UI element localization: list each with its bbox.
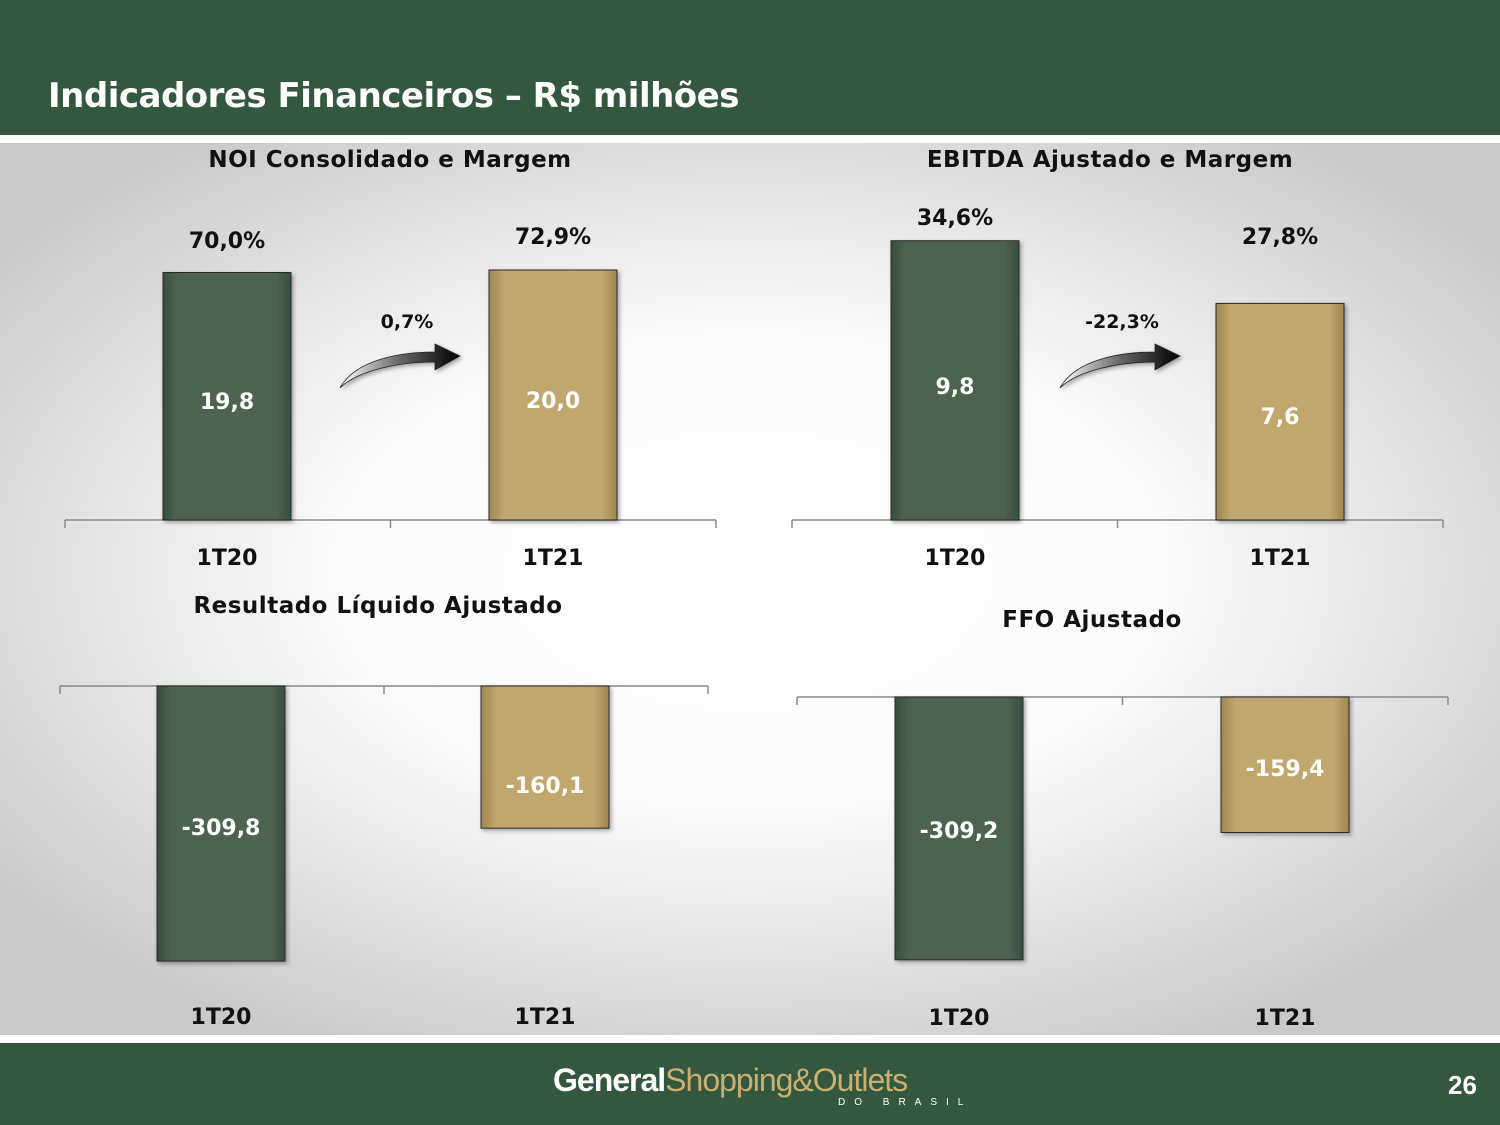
margin-label: 70,0%	[189, 229, 265, 254]
chart-title: NOI Consolidado e Margem	[208, 147, 571, 173]
bar-value-label: -160,1	[506, 774, 585, 799]
margin-label: 34,6%	[917, 206, 993, 231]
page-title: Indicadores Financeiros – R$ milhões	[48, 76, 739, 116]
category-label: 1T21	[523, 546, 584, 571]
bar	[488, 269, 618, 521]
page-number: 26	[1448, 1070, 1477, 1100]
brand-shopping-outlets: Shopping&Outlets	[665, 1062, 908, 1098]
bar-value-label: 20,0	[526, 389, 580, 414]
footer-bar	[0, 1043, 1500, 1125]
bar	[480, 685, 610, 829]
category-label: 1T20	[925, 546, 986, 571]
bar-value-label: -159,4	[1246, 757, 1325, 782]
bar	[890, 240, 1020, 521]
bar	[1220, 696, 1350, 833]
bar	[162, 272, 292, 521]
growth-arrow-icon	[339, 343, 461, 389]
category-label: 1T20	[197, 546, 258, 571]
bar	[156, 685, 286, 962]
category-label: 1T21	[1250, 546, 1311, 571]
category-label: 1T20	[929, 1006, 990, 1031]
margin-label: 27,8%	[1242, 225, 1318, 250]
bar-value-label: 7,6	[1261, 405, 1300, 430]
chart-title: EBITDA Ajustado e Margem	[927, 147, 1293, 173]
bar	[1215, 302, 1345, 521]
bar	[894, 696, 1024, 961]
category-label: 1T21	[1255, 1006, 1316, 1031]
change-label: -22,3%	[1085, 311, 1159, 333]
category-label: 1T21	[515, 1005, 576, 1030]
chart-title: FFO Ajustado	[1002, 607, 1182, 633]
margin-label: 72,9%	[515, 225, 591, 250]
growth-arrow-icon	[1059, 343, 1181, 389]
bar-value-label: -309,8	[182, 816, 261, 841]
category-label: 1T20	[191, 1005, 252, 1030]
brand-logo: GeneralShopping&Outlets	[553, 1062, 908, 1099]
change-label: 0,7%	[381, 311, 434, 333]
chart-title: Resultado Líquido Ajustado	[193, 593, 562, 619]
bar-value-label: 19,8	[200, 390, 254, 415]
bar-value-label: -309,2	[920, 819, 999, 844]
bar-value-label: 9,8	[936, 375, 975, 400]
brand-general: General	[553, 1062, 666, 1098]
header-bar	[0, 0, 1500, 135]
brand-subtitle: DO BRASIL	[838, 1097, 973, 1108]
